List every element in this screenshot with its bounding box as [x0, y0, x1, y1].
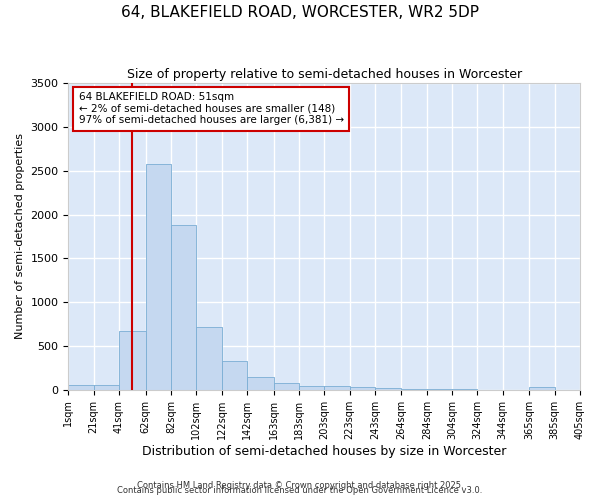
X-axis label: Distribution of semi-detached houses by size in Worcester: Distribution of semi-detached houses by …	[142, 444, 506, 458]
Bar	[247, 376, 274, 390]
Bar	[350, 387, 375, 390]
Bar	[94, 386, 119, 390]
Text: 64 BLAKEFIELD ROAD: 51sqm
← 2% of semi-detached houses are smaller (148)
97% of : 64 BLAKEFIELD ROAD: 51sqm ← 2% of semi-d…	[79, 92, 344, 126]
Text: Contains public sector information licensed under the Open Government Licence v3: Contains public sector information licen…	[118, 486, 482, 495]
Y-axis label: Number of semi-detached properties: Number of semi-detached properties	[15, 134, 25, 340]
Bar	[324, 386, 350, 390]
Bar	[529, 387, 554, 390]
Bar	[171, 225, 196, 390]
Bar	[427, 389, 452, 390]
Bar	[401, 389, 427, 390]
Title: Size of property relative to semi-detached houses in Worcester: Size of property relative to semi-detach…	[127, 68, 522, 80]
Bar	[274, 383, 299, 390]
Bar	[146, 164, 171, 390]
Text: 64, BLAKEFIELD ROAD, WORCESTER, WR2 5DP: 64, BLAKEFIELD ROAD, WORCESTER, WR2 5DP	[121, 5, 479, 20]
Bar	[375, 388, 401, 390]
Bar	[68, 385, 94, 390]
Bar	[196, 326, 221, 390]
Bar	[119, 331, 146, 390]
Bar	[221, 361, 247, 390]
Bar	[299, 386, 324, 390]
Text: Contains HM Land Registry data © Crown copyright and database right 2025.: Contains HM Land Registry data © Crown c…	[137, 481, 463, 490]
